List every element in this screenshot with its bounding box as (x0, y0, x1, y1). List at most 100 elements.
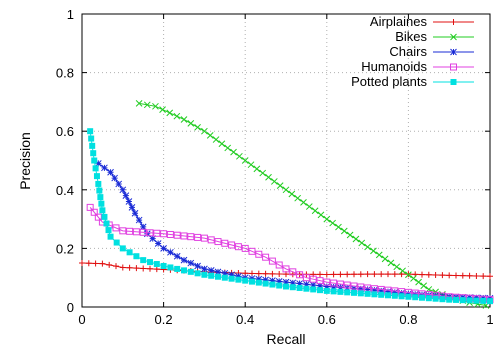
data-point (305, 203, 313, 210)
legend-marker (450, 79, 457, 85)
data-point (139, 223, 147, 231)
data-point (371, 271, 378, 278)
data-point (275, 278, 283, 285)
data-point (90, 150, 97, 157)
data-point (432, 271, 439, 278)
data-point (230, 148, 237, 156)
data-point (275, 261, 283, 269)
data-point (247, 161, 255, 169)
data-point (377, 287, 385, 295)
legend-label: Bikes (395, 29, 427, 44)
data-point (218, 140, 226, 148)
data-point (453, 296, 459, 303)
data-point (128, 204, 136, 211)
data-point (446, 272, 453, 279)
legend-marker (450, 63, 457, 71)
data-point (259, 169, 267, 177)
data-point (343, 281, 351, 289)
data-point (466, 297, 473, 304)
data-point (167, 264, 174, 271)
data-point (86, 203, 94, 211)
data-point (262, 280, 269, 287)
data-point (459, 272, 466, 279)
data-point (378, 271, 385, 278)
data-point (300, 199, 307, 206)
data-point (99, 260, 106, 267)
series-chairs (94, 160, 494, 302)
data-point (173, 112, 181, 120)
data-point (96, 187, 103, 194)
data-point (381, 255, 389, 263)
data-point (255, 250, 263, 258)
data-point (160, 262, 167, 269)
data-point (248, 275, 256, 282)
data-point (337, 271, 344, 278)
data-point (133, 253, 140, 260)
data-point (391, 271, 398, 278)
data-point (344, 289, 351, 296)
data-point (480, 273, 487, 280)
data-point (357, 285, 365, 293)
data-point (200, 234, 208, 242)
data-point (85, 260, 92, 267)
data-point (340, 227, 348, 235)
data-point (135, 100, 143, 107)
data-point (371, 291, 378, 298)
data-point (132, 228, 140, 236)
data-point (410, 275, 417, 282)
data-point (412, 294, 419, 301)
data-point (419, 271, 425, 278)
data-point (107, 233, 114, 240)
data-point (160, 230, 168, 238)
data-point (375, 251, 383, 259)
data-point (459, 297, 466, 304)
data-point (228, 275, 235, 282)
data-point (214, 268, 222, 276)
data-point (153, 261, 160, 268)
data-point (187, 259, 195, 267)
data-point (346, 231, 354, 239)
data-point (473, 272, 480, 279)
legend-label: Chairs (389, 44, 427, 59)
data-point (194, 233, 202, 241)
data-point (398, 289, 405, 297)
data-point (311, 207, 319, 215)
data-point (323, 278, 331, 286)
data-point (296, 284, 303, 291)
data-point (87, 128, 94, 135)
data-point (270, 178, 278, 185)
data-point (221, 269, 229, 277)
data-point (358, 239, 366, 247)
data-point (276, 282, 283, 289)
data-point (289, 268, 297, 276)
data-point (255, 279, 262, 286)
data-point (289, 284, 296, 291)
data-point (154, 240, 162, 247)
data-point (147, 259, 153, 266)
data-point (242, 277, 249, 284)
data-point (181, 267, 187, 274)
data-point (103, 220, 110, 227)
data-point (391, 292, 398, 299)
data-point (89, 142, 96, 149)
data-point (147, 265, 153, 272)
data-point (262, 270, 269, 277)
data-point (419, 294, 425, 301)
data-point (119, 245, 126, 252)
data-point (385, 292, 391, 299)
data-point (212, 136, 220, 143)
data-point (420, 282, 428, 290)
data-point (93, 173, 100, 180)
data-point (323, 271, 330, 278)
data-point (303, 285, 310, 292)
data-point (480, 297, 487, 304)
data-point (253, 165, 261, 173)
data-point (131, 209, 139, 217)
data-point (364, 271, 371, 278)
x-tick-label: 1 (486, 312, 493, 327)
data-point (206, 132, 214, 139)
data-point (166, 230, 174, 238)
data-point (439, 272, 446, 279)
data-point (153, 266, 160, 273)
